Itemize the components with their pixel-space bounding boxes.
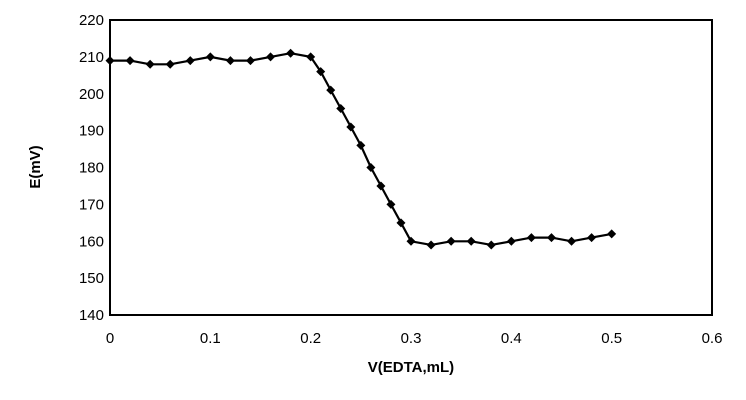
data-point-marker <box>266 52 276 62</box>
data-point-marker <box>125 56 135 66</box>
data-point-marker <box>316 67 326 77</box>
data-point-marker <box>486 240 496 250</box>
data-point-marker <box>145 59 155 69</box>
x-tick-labels: 0 0.1 0.2 0.3 0.4 0.5 0.6 <box>106 330 723 347</box>
y-tick-label: 200 <box>79 86 104 103</box>
data-point-marker <box>386 199 396 209</box>
y-axis-title: E(mV) <box>27 145 44 188</box>
data-point-marker <box>366 163 376 172</box>
y-tick-label: 180 <box>79 160 104 177</box>
data-point-marker <box>326 85 336 95</box>
x-tick-label: 0 <box>106 330 114 347</box>
data-point-marker <box>306 52 316 62</box>
data-point-marker <box>185 56 195 66</box>
x-tick-label: 0.6 <box>702 330 723 347</box>
data-point-marker <box>406 236 416 246</box>
data-point-marker <box>567 236 577 246</box>
data-point-marker <box>446 236 456 246</box>
data-point-marker <box>376 181 386 191</box>
y-tick-label: 160 <box>79 233 104 250</box>
data-point-marker <box>286 48 296 58</box>
data-point-marker <box>336 104 346 113</box>
data-point-marker <box>426 240 436 250</box>
x-tick-label: 0.2 <box>300 330 321 347</box>
data-point-marker <box>225 56 235 66</box>
y-tick-label: 190 <box>79 123 104 140</box>
y-tick-label: 140 <box>79 307 104 324</box>
x-tick-label: 0.1 <box>200 330 221 347</box>
data-point-marker <box>396 218 406 228</box>
y-tick-label: 150 <box>79 270 104 287</box>
series-markers <box>105 48 617 250</box>
x-tick-label: 0.5 <box>601 330 622 347</box>
data-point-marker <box>466 236 476 246</box>
data-point-marker <box>165 59 175 69</box>
data-point-marker <box>607 229 617 239</box>
data-point-marker <box>506 236 516 246</box>
y-tick-label: 170 <box>79 196 104 213</box>
data-point-marker <box>245 56 255 66</box>
data-point-marker <box>105 56 115 66</box>
x-axis-title: V(EDTA,mL) <box>368 359 454 376</box>
data-point-marker <box>356 140 366 150</box>
y-tick-labels: 140 150 160 170 180 190 200 210 220 <box>79 12 104 324</box>
data-point-marker <box>526 233 536 243</box>
data-point-marker <box>205 52 215 62</box>
y-tick-label: 220 <box>79 12 104 29</box>
x-tick-label: 0.3 <box>401 330 422 347</box>
x-tick-label: 0.4 <box>501 330 522 347</box>
data-point-marker <box>546 233 556 243</box>
data-point-marker <box>346 122 356 132</box>
y-tick-label: 210 <box>79 49 104 66</box>
plot-area-border <box>109 19 713 316</box>
data-point-marker <box>587 233 597 243</box>
